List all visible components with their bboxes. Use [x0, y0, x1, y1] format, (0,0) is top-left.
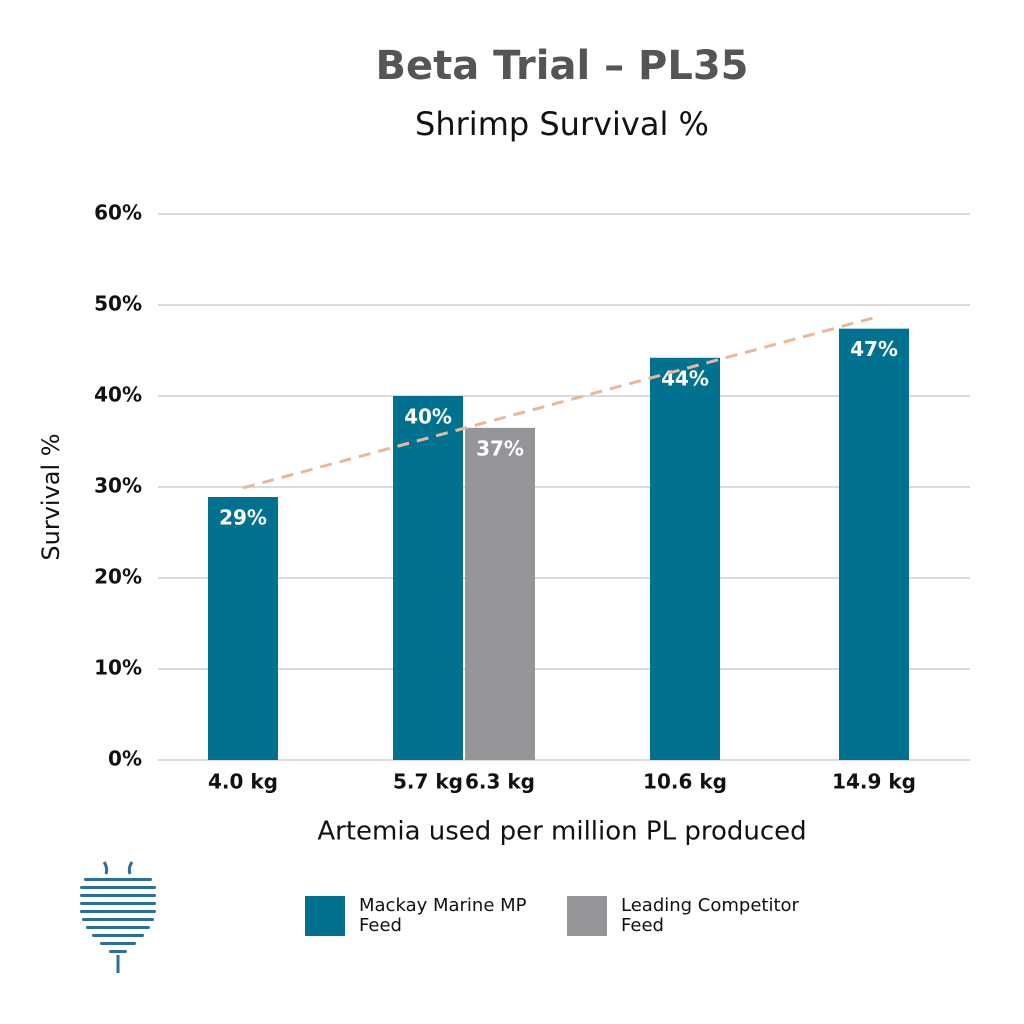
- y-tick-label: 30%: [94, 474, 142, 498]
- bar: [208, 497, 278, 760]
- x-tick-label: 6.3 kg: [465, 770, 535, 794]
- trend-line: [242, 316, 875, 490]
- y-tick-label: 60%: [94, 201, 142, 225]
- x-tick-label: 10.6 kg: [643, 770, 727, 794]
- data-label: 37%: [476, 436, 524, 460]
- legend-label: Mackay Marine MP Feed: [359, 895, 527, 936]
- legend-item: Mackay Marine MP Feed: [305, 896, 529, 936]
- bar: [393, 396, 463, 760]
- chart-subtitle: Shrimp Survival %: [415, 105, 709, 143]
- x-tick-label: 4.0 kg: [208, 770, 278, 794]
- y-tick-label: 40%: [94, 383, 142, 407]
- data-label: 40%: [404, 405, 452, 429]
- legend-label: Leading Competitor Feed: [621, 895, 799, 936]
- x-tick-label: 14.9 kg: [832, 770, 916, 794]
- legend-swatch: [305, 896, 345, 936]
- data-label: 29%: [219, 506, 267, 530]
- x-tick-label: 5.7 kg: [393, 770, 463, 794]
- legend-item: Leading Competitor Feed: [567, 896, 811, 936]
- legend-swatch: [567, 896, 607, 936]
- bar: [465, 427, 535, 760]
- chart-title: Beta Trial – PL35: [375, 43, 748, 89]
- bar: [650, 357, 720, 760]
- logo: [80, 861, 156, 973]
- y-tick-label: 0%: [108, 747, 142, 771]
- y-tick-label: 20%: [94, 565, 142, 589]
- x-axis-title: Artemia used per million PL produced: [317, 817, 806, 847]
- bar: [839, 328, 909, 760]
- data-label: 47%: [850, 337, 898, 361]
- y-axis-title: Survival %: [37, 433, 65, 560]
- y-tick-label: 50%: [94, 292, 142, 316]
- data-label: 44%: [661, 366, 709, 390]
- y-tick-label: 10%: [94, 656, 142, 680]
